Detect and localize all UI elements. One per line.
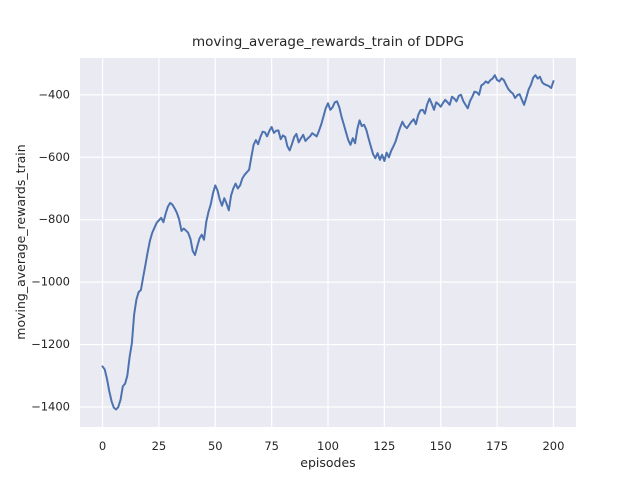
line-series-layer [101,74,555,411]
x-axis-label: episodes [300,455,355,470]
x-tick-label: 125 [373,439,395,453]
y-axis-label: moving_average_rewards_train [13,144,28,339]
y-tick-label: −800 [38,212,70,226]
x-tick-label: 100 [317,439,339,453]
x-tick-label: 75 [264,439,279,453]
x-tick-label: 0 [99,439,106,453]
reward-line-series [101,74,555,411]
y-tick-label: −1200 [31,337,70,351]
tick-labels: 0 25 50 75 100 125 150 175 200 −1400 −1200 −1000 −80… [31,87,564,453]
gridlines [80,58,576,427]
x-tick-label: 25 [152,439,167,453]
chart-title: moving_average_rewards_train of DDPG [192,34,464,50]
x-tick-label: 175 [486,439,508,453]
y-tick-label: −400 [38,87,70,101]
y-tick-label: −600 [38,150,70,164]
y-tick-label: −1400 [31,400,70,414]
x-tick-label: 50 [208,439,223,453]
x-tick-label: 200 [542,439,564,453]
y-tick-label: −1000 [31,275,70,289]
x-tick-label: 150 [430,439,452,453]
